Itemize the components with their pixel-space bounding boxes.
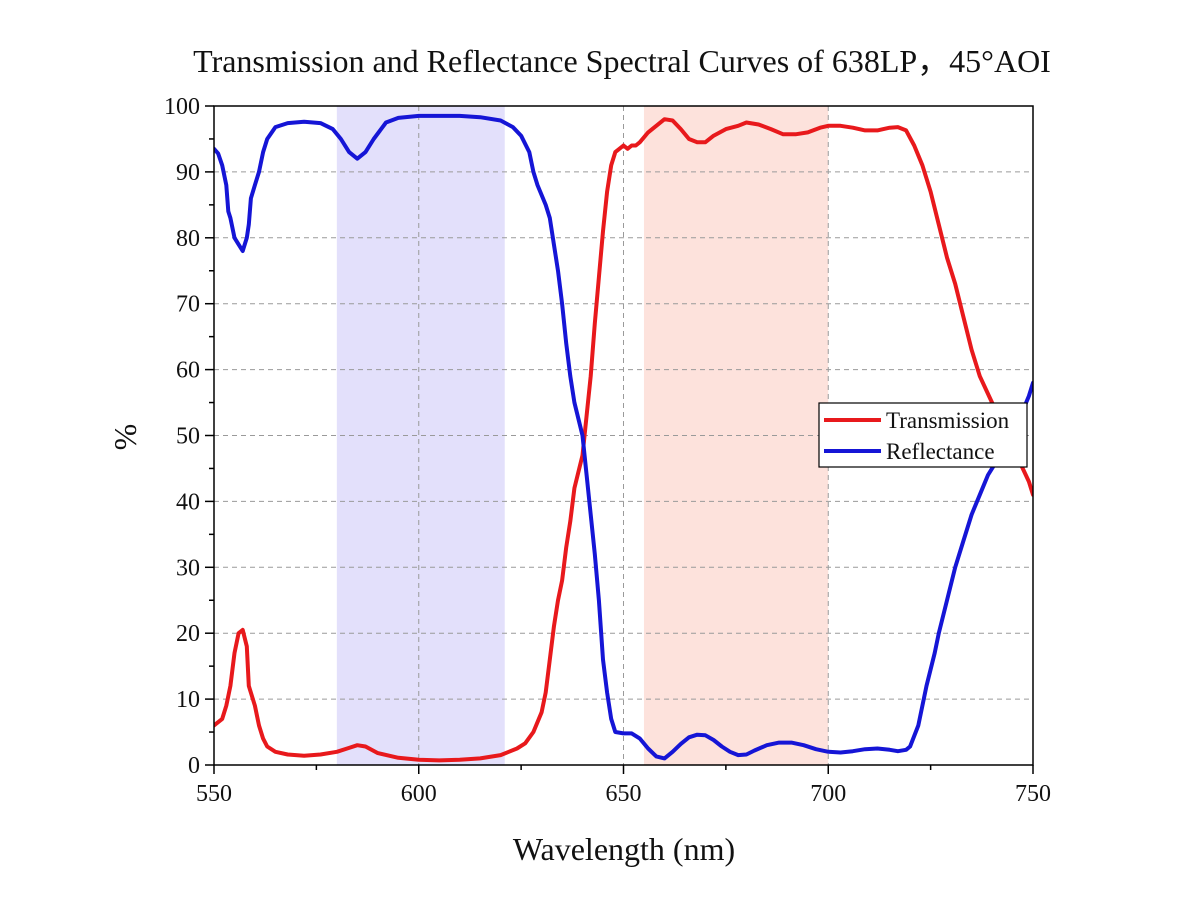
- x-tick-label-600: 600: [401, 781, 437, 807]
- y-tick-label-40: 40: [176, 489, 200, 515]
- grid-lines: [214, 106, 1033, 765]
- series-line-reflectance: [214, 113, 1033, 761]
- x-axis-label: Wavelength (nm): [513, 831, 735, 867]
- y-tick-label-70: 70: [176, 292, 200, 318]
- legend-label-reflectance: Reflectance: [886, 439, 995, 464]
- tick-labels: 550 600 650 700 750 0 10 20 30 40 50 60 70 80 90 100: [164, 94, 1051, 807]
- y-tick-label-10: 10: [176, 687, 200, 713]
- y-axis-label: %: [107, 424, 143, 451]
- y-tick-label-80: 80: [176, 226, 200, 252]
- x-tick-label-550: 550: [196, 781, 232, 807]
- y-tick-label-20: 20: [176, 621, 200, 647]
- x-tick-label-650: 650: [606, 781, 642, 807]
- y-tick-label-50: 50: [176, 424, 200, 450]
- legend: Transmission Reflectance: [818, 402, 1028, 468]
- y-tick-label-0: 0: [188, 753, 200, 779]
- legend-label-transmission: Transmission: [886, 408, 1010, 433]
- y-tick-label-30: 30: [176, 555, 200, 581]
- x-tick-label-700: 700: [810, 781, 846, 807]
- y-tick-label-90: 90: [176, 160, 200, 186]
- legend-box: [818, 402, 1028, 468]
- axis-ticks: [205, 105, 1034, 774]
- series-lines: [214, 113, 1033, 763]
- series-line-transmission: [214, 117, 1033, 763]
- chart-title: Transmission and Reflectance Spectral Cu…: [193, 43, 1051, 79]
- y-tick-label-60: 60: [176, 358, 200, 384]
- y-tick-label-100: 100: [164, 94, 200, 120]
- x-tick-label-750: 750: [1015, 781, 1051, 807]
